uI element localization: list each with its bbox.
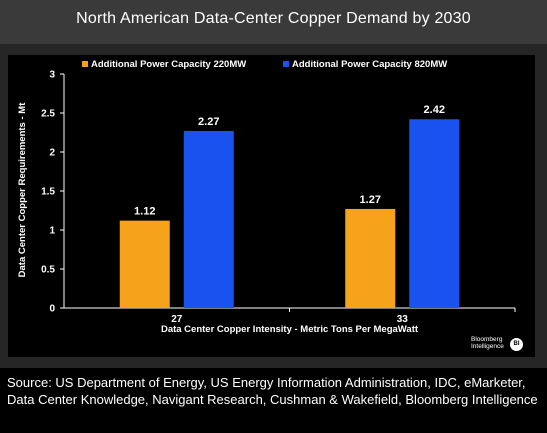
logo-line-1: Bloomberg (471, 336, 503, 343)
bi-badge-icon: BI (510, 338, 523, 351)
y-tick-label: 2 (49, 148, 55, 159)
legend-swatch (283, 61, 289, 67)
bar (409, 119, 460, 309)
legend-label: Additional Power Capacity 220MW (91, 59, 246, 70)
bar-value-label: 2.42 (424, 104, 445, 116)
source-footer: Source: US Department of Energy, US Ener… (0, 368, 547, 433)
y-tick-label: 0.5 (41, 265, 55, 276)
chart-title: North American Data-Center Copper Demand… (76, 10, 471, 27)
y-tick-label: 0 (49, 304, 55, 315)
y-tick-label: 2.5 (41, 109, 55, 120)
title-bar: North American Data-Center Copper Demand… (0, 0, 547, 44)
bloomberg-intelligence-logo: Bloomberg Intelligence (471, 336, 504, 350)
bar (119, 220, 170, 308)
y-tick-label: 3 (49, 70, 55, 81)
y-tick-label: 1 (49, 226, 55, 237)
bar (345, 208, 396, 308)
legend-label: Additional Power Capacity 820MW (292, 59, 447, 70)
logo-line-2: Intelligence (471, 343, 504, 350)
bar (183, 130, 234, 308)
bar-value-label: 1.12 (134, 206, 155, 218)
source-text: Source: US Department of Energy, US Ener… (7, 375, 538, 407)
x-tick-label: 33 (397, 314, 409, 325)
bar-value-label: 2.27 (198, 116, 219, 128)
x-axis-label: Data Center Copper Intensity - Metric To… (161, 324, 419, 335)
bar-value-label: 1.27 (360, 194, 381, 206)
y-tick-label: 1.5 (41, 187, 55, 198)
x-tick-label: 27 (171, 314, 183, 325)
y-axis-label: Data Center Copper Requirements - Mt (17, 102, 28, 278)
legend-swatch (82, 61, 88, 67)
